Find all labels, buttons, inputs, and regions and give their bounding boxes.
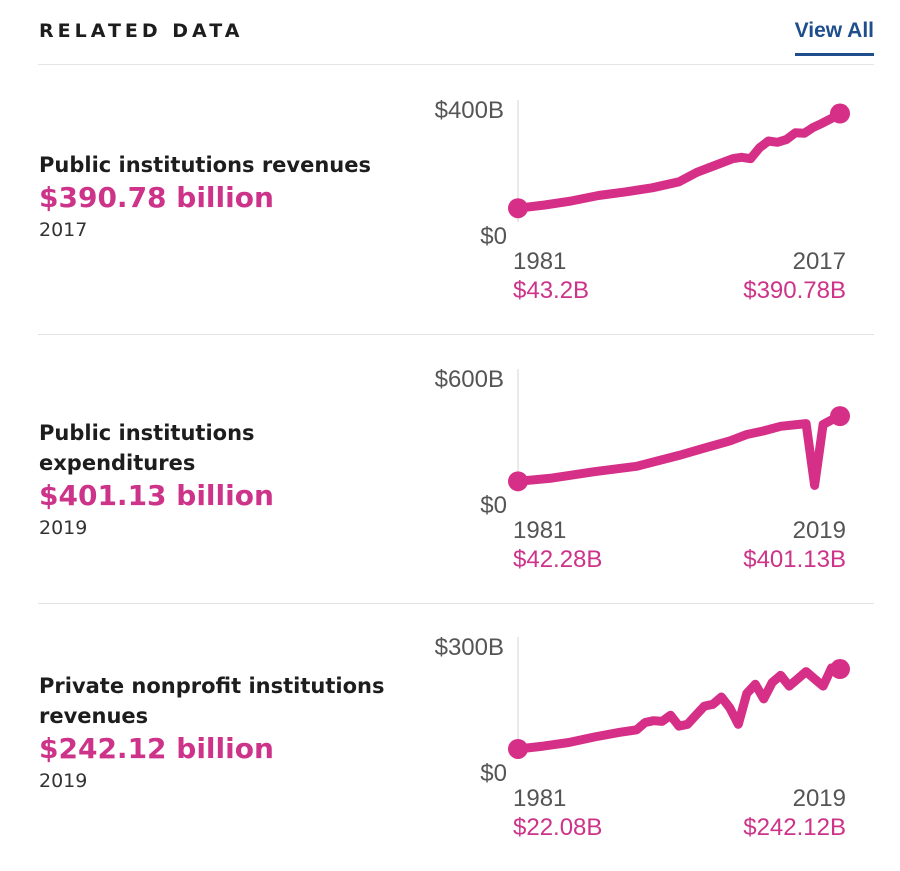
end-year-label: 2019 [793,785,846,812]
start-year-label: 1981 [513,785,566,812]
start-year-label: 1981 [513,517,566,544]
start-point [508,198,528,219]
row-label: Public institutions revenues [39,153,372,177]
row-value: $390.78 billion [39,181,274,214]
y-min-tick-label: $0 [480,760,507,787]
start-year-label: 1981 [513,248,566,275]
start-value-label: $42.28B [513,546,602,573]
series-line [513,109,845,213]
y-min-tick-label: $0 [480,223,507,250]
row-value: $242.12 billion [39,732,274,765]
related-data-row[interactable]: Public institutions expenditures $401.13… [38,335,874,604]
row-label: Private nonprofit institutions revenues [39,674,385,728]
related-data-header: RELATED DATA View All [38,0,874,65]
sparkline-chart: $300B $0 1981 2019 $22.08B $242.12B [435,634,850,841]
end-point [830,659,850,680]
start-point [508,471,528,492]
row-year: 2019 [39,517,88,539]
y-max-tick-label: $600B [435,366,504,393]
row-value: $401.13 billion [39,479,274,512]
row-year: 2019 [39,770,88,792]
end-value-label: $242.12B [743,814,846,841]
sparkline-chart: $600B $0 1981 2019 $42.28B $401.13B [435,366,850,573]
related-data-row[interactable]: Public institutions revenues $390.78 bil… [38,66,874,335]
row-text: Public institutions revenues $390.78 bil… [39,150,399,244]
y-max-tick-label: $300B [435,634,504,661]
series-line [513,663,845,754]
y-min-tick-label: $0 [480,492,507,519]
end-value-label: $390.78B [743,277,846,304]
view-all-link[interactable]: View All [794,19,874,56]
end-point [830,103,850,124]
row-year: 2017 [39,219,88,241]
end-point [830,406,850,427]
y-max-tick-label: $400B [435,97,504,124]
end-value-label: $401.13B [743,546,846,573]
end-year-label: 2017 [793,248,846,275]
sparkline-chart: $400B $0 1981 2017 $43.2B $390.78B [435,97,850,304]
start-value-label: $43.2B [513,277,589,304]
row-label: Public institutions expenditures [39,421,255,475]
start-point [508,738,528,759]
start-value-label: $22.08B [513,814,602,841]
series-line [513,411,845,490]
end-year-label: 2019 [793,517,846,544]
section-title: RELATED DATA [39,20,244,42]
row-text: Private nonprofit institutions revenues … [39,671,399,795]
row-text: Public institutions expenditures $401.13… [39,418,399,542]
related-data-row[interactable]: Private nonprofit institutions revenues … [38,603,874,871]
